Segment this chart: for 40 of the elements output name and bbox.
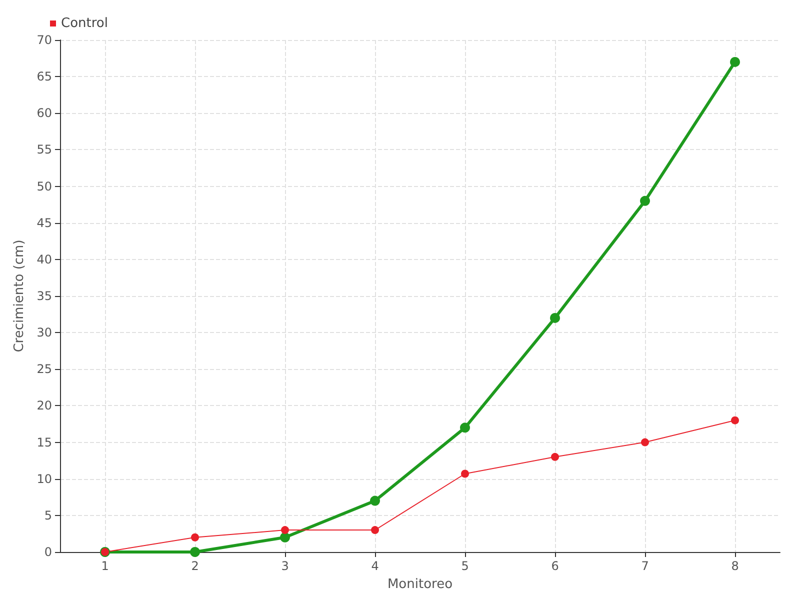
y-tick-label: 35 (36, 289, 52, 303)
point (461, 470, 469, 478)
y-tick-label: 20 (36, 398, 52, 413)
y-tick-label: 45 (36, 216, 52, 230)
point (370, 496, 380, 506)
x-tick-label: 1 (101, 559, 109, 573)
y-tick-label: 65 (36, 70, 52, 84)
point (641, 438, 649, 446)
point (191, 533, 199, 542)
x-tick-label: 3 (281, 559, 289, 573)
y-axis-title: Crecimiento (cm) (12, 240, 27, 352)
y-tick-label: 5 (44, 508, 52, 522)
x-tick-label: 7 (641, 559, 649, 573)
x-tick-label: 6 (551, 559, 559, 573)
y-tick-label: 25 (36, 362, 52, 376)
point (190, 547, 200, 557)
point (640, 196, 650, 206)
y-tick-label: 40 (36, 252, 52, 266)
x-tick-label: 2 (191, 559, 199, 573)
point (731, 416, 739, 424)
y-tick-label: 70 (36, 33, 52, 47)
legend-label: Control (61, 16, 108, 31)
y-tick-label: 60 (36, 106, 52, 120)
point (281, 526, 289, 534)
y-tick-label: 15 (36, 435, 52, 450)
y-tick-label: 10 (36, 472, 52, 486)
point (280, 532, 290, 542)
y-tick-label: 50 (36, 179, 52, 194)
x-tick-label: 8 (731, 559, 739, 573)
y-tick-label: 30 (36, 326, 52, 340)
point (730, 56, 740, 67)
y-tick-label: 55 (36, 142, 52, 157)
point (371, 526, 379, 534)
y-tick-label: 0 (44, 545, 52, 559)
x-axis-title: Monitoreo (387, 577, 453, 592)
x-tick-label: 5 (461, 559, 469, 573)
x-tick-label: 4 (371, 559, 379, 573)
point (551, 452, 559, 461)
point (550, 312, 560, 323)
point (460, 422, 470, 433)
